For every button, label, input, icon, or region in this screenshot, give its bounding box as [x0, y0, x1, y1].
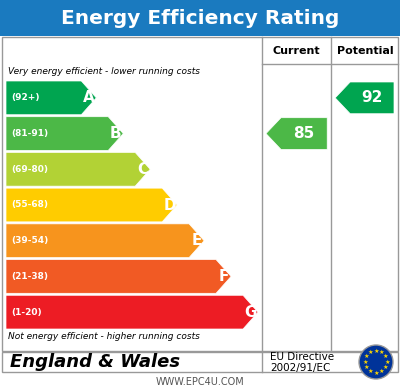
Text: Energy Efficiency Rating: Energy Efficiency Rating [61, 9, 339, 28]
Polygon shape [266, 118, 327, 149]
Polygon shape [6, 188, 177, 222]
Text: (55-68): (55-68) [11, 201, 48, 210]
Polygon shape [6, 224, 204, 258]
Text: Not energy efficient - higher running costs: Not energy efficient - higher running co… [8, 332, 200, 341]
Text: E: E [192, 233, 202, 248]
Text: ★: ★ [368, 369, 373, 374]
Text: B: B [110, 126, 122, 141]
Text: 92: 92 [362, 90, 383, 106]
Text: (39-54): (39-54) [11, 236, 48, 245]
Bar [2, 37, 398, 351]
Text: (81-91): (81-91) [11, 129, 48, 138]
Text: (21-38): (21-38) [11, 272, 48, 281]
Text: EU Directive: EU Directive [270, 352, 334, 362]
Text: ★: ★ [383, 365, 388, 370]
Text: ★: ★ [373, 371, 379, 376]
Bar [2, 352, 398, 372]
Polygon shape [6, 81, 96, 115]
Text: Potential: Potential [337, 45, 394, 55]
Text: ★: ★ [383, 354, 388, 359]
Text: ★: ★ [362, 360, 368, 364]
Text: ★: ★ [364, 365, 369, 370]
Polygon shape [6, 260, 231, 293]
Text: ★: ★ [384, 360, 390, 364]
Text: WWW.EPC4U.COM: WWW.EPC4U.COM [156, 377, 244, 387]
Text: 2002/91/EC: 2002/91/EC [270, 363, 330, 373]
Polygon shape [6, 295, 258, 329]
Text: ★: ★ [379, 369, 384, 374]
Text: ★: ★ [368, 350, 373, 355]
Polygon shape [6, 117, 123, 151]
Polygon shape [335, 82, 394, 114]
Text: (92+): (92+) [11, 94, 40, 102]
Text: C: C [137, 162, 148, 177]
Text: England & Wales: England & Wales [10, 353, 180, 371]
Circle shape [359, 345, 393, 379]
Polygon shape [6, 152, 150, 186]
Text: ★: ★ [373, 348, 379, 353]
Text: ★: ★ [364, 354, 369, 359]
Text: F: F [218, 269, 229, 284]
Text: A: A [83, 90, 95, 106]
Text: ★: ★ [379, 350, 384, 355]
Text: Very energy efficient - lower running costs: Very energy efficient - lower running co… [8, 67, 200, 76]
Text: D: D [163, 197, 176, 213]
Text: Current: Current [273, 45, 320, 55]
Text: (69-80): (69-80) [11, 165, 48, 174]
Text: (1-20): (1-20) [11, 308, 42, 317]
Text: G: G [244, 305, 257, 320]
Bar [0, 0, 400, 36]
Text: 85: 85 [294, 126, 315, 141]
